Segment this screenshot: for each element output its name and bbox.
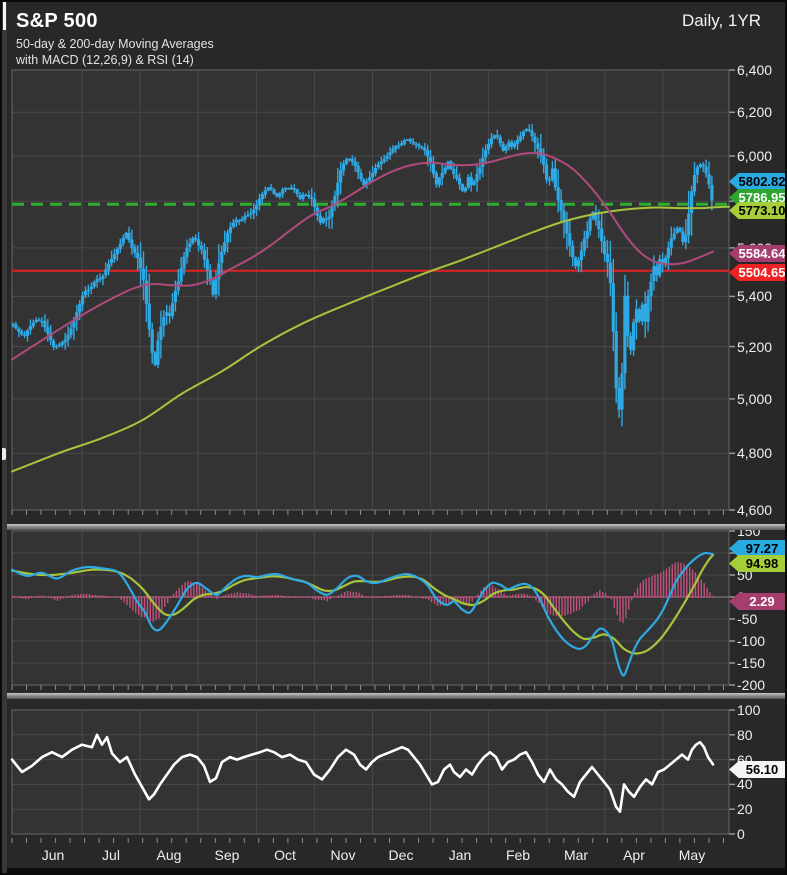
month-label-dec: Dec	[388, 847, 414, 863]
month-label-jan: Jan	[448, 847, 472, 863]
macd-hist-tag: 2.29	[729, 593, 785, 610]
month-label-may: May	[678, 847, 706, 863]
y-axis-tick-label: 0	[737, 826, 745, 842]
month-label-oct: Oct	[274, 847, 296, 863]
ma200-value-tag: 5773.10	[729, 202, 785, 219]
month-label-jul: Jul	[102, 847, 120, 863]
y-axis-tick-label: 100	[737, 702, 761, 718]
y-axis-tick-label: -50	[737, 611, 758, 627]
left-window-edge	[2, 2, 7, 873]
month-label-feb: Feb	[505, 847, 531, 863]
timeframe-label[interactable]: Daily, 1YR	[681, 11, 761, 30]
y-axis-tick-label: 20	[737, 801, 753, 817]
month-label-aug: Aug	[156, 847, 182, 863]
bottom-window-strip	[2, 868, 785, 873]
month-label-mar: Mar	[563, 847, 589, 863]
macd-signal-tag: 94.98	[729, 555, 785, 572]
y-axis-tick-label: 4,600	[737, 502, 773, 518]
last-price-tag: 5802.82	[729, 173, 785, 190]
left-edge-highlight	[3, 2, 6, 30]
y-axis-tick-label: 5,200	[737, 339, 773, 355]
symbol-title: S&P 500	[16, 10, 98, 32]
month-label-nov: Nov	[330, 847, 356, 863]
y-axis-tick-label: 6,200	[737, 104, 773, 120]
month-label-jun: Jun	[41, 847, 65, 863]
y-axis-tick-label: 6,000	[737, 148, 773, 164]
panel-splitter-rsi[interactable]	[2, 692, 785, 699]
month-label-sep: Sep	[214, 847, 240, 863]
y-axis-tick-label: 40	[737, 776, 753, 792]
y-axis-tick-label: -150	[737, 655, 766, 671]
y-axis-tick-label: -200	[737, 677, 766, 693]
left-edge-handle[interactable]	[2, 448, 6, 460]
rsi-value-tag: 56.10	[729, 761, 785, 778]
subtitle-moving-averages: 50-day & 200-day Moving Averages	[16, 37, 214, 51]
y-axis-tick-label: 6,400	[737, 62, 773, 78]
y-axis-tick-label: -100	[737, 633, 766, 649]
macd-value-tag: 97.27	[729, 540, 785, 557]
y-axis-tick-label: 5,000	[737, 391, 773, 407]
subtitle-indicators: with MACD (12,26,9) & RSI (14)	[16, 53, 194, 67]
y-axis-tick-label: 4,800	[737, 445, 773, 461]
month-label-apr: Apr	[623, 847, 645, 863]
y-axis-tick-label: 80	[737, 727, 753, 743]
red-level-tag: 5504.65	[729, 264, 785, 281]
panel-splitter-macd[interactable]	[2, 523, 785, 530]
y-axis-tick-label: 5,400	[737, 288, 773, 304]
green-level-tag: 5786.95	[729, 189, 785, 206]
ma50-value-tag: 5584.64	[729, 245, 785, 262]
